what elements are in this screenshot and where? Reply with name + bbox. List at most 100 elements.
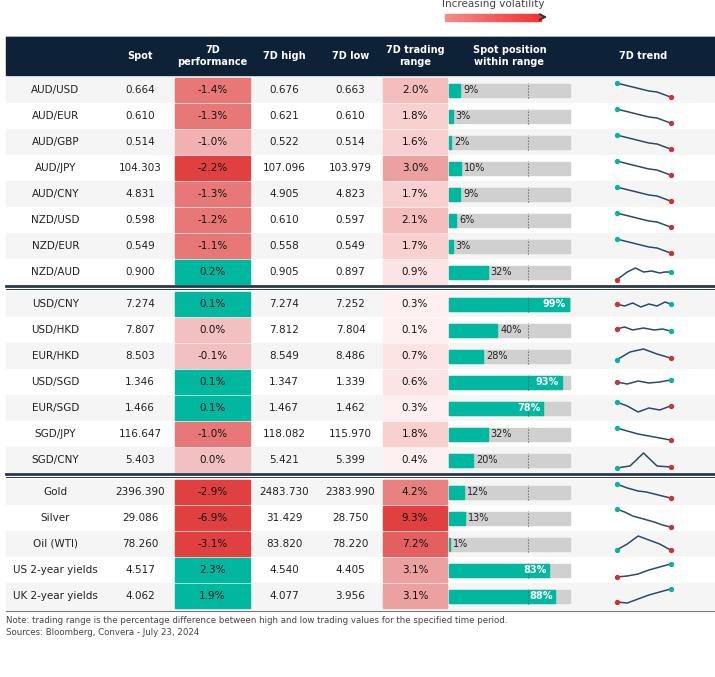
Bar	[538, 14, 541, 20]
Bar	[449, 401, 543, 414]
Text: 31.429: 31.429	[266, 513, 302, 523]
Text: 93%: 93%	[536, 377, 558, 387]
Text: Spot position
within range: Spot position within range	[473, 45, 546, 67]
Text: 20%: 20%	[476, 455, 498, 465]
Text: NZD/EUR: NZD/EUR	[31, 241, 79, 251]
Bar	[502, 14, 505, 20]
Bar	[483, 14, 486, 20]
Bar	[6, 479, 715, 505]
Bar	[455, 14, 458, 20]
Bar	[473, 14, 476, 20]
Text: AUD/USD: AUD/USD	[31, 85, 79, 95]
Text: 0.610: 0.610	[269, 215, 299, 225]
Text: 99%: 99%	[543, 299, 566, 309]
Text: SGD/CNY: SGD/CNY	[31, 455, 79, 465]
Text: -1.2%: -1.2%	[197, 215, 227, 225]
Text: -1.0%: -1.0%	[197, 429, 227, 439]
Text: 9.3%: 9.3%	[402, 513, 428, 523]
Text: 3%: 3%	[455, 241, 471, 251]
Text: AUD/EUR: AUD/EUR	[32, 111, 79, 121]
Text: -1.4%: -1.4%	[197, 85, 227, 95]
Text: 4.405: 4.405	[335, 565, 365, 575]
Bar	[383, 234, 447, 258]
Bar	[383, 422, 447, 446]
Text: 0.2%: 0.2%	[199, 267, 226, 277]
Text: 7.812: 7.812	[269, 325, 299, 335]
Bar	[449, 83, 460, 97]
Bar	[449, 213, 456, 227]
Bar	[449, 485, 463, 498]
Bar	[526, 14, 528, 20]
Bar	[448, 14, 450, 20]
Bar	[175, 532, 250, 556]
Text: 2.1%: 2.1%	[402, 215, 428, 225]
Bar	[469, 14, 472, 20]
Text: 7.807: 7.807	[125, 325, 155, 335]
Text: USD/HKD: USD/HKD	[31, 325, 79, 335]
Text: USD/SGD: USD/SGD	[31, 377, 79, 387]
Text: AUD/GBP: AUD/GBP	[31, 137, 79, 147]
Text: UK 2-year yields: UK 2-year yields	[13, 591, 98, 601]
Text: 0.514: 0.514	[125, 137, 155, 147]
Text: 83.820: 83.820	[266, 539, 302, 549]
Bar	[6, 181, 715, 207]
Bar	[449, 265, 570, 278]
Bar	[449, 213, 570, 227]
Bar	[383, 558, 447, 582]
Bar	[175, 130, 250, 154]
Text: 0.1%: 0.1%	[402, 325, 428, 335]
Bar	[6, 447, 715, 473]
Bar	[488, 14, 490, 20]
Bar	[449, 83, 570, 97]
Bar	[383, 344, 447, 368]
Bar	[449, 454, 473, 466]
Text: 29.086: 29.086	[122, 513, 158, 523]
Bar	[6, 531, 715, 557]
Text: 0.1%: 0.1%	[199, 403, 226, 413]
Bar	[449, 590, 570, 603]
Bar	[449, 240, 453, 253]
Bar	[497, 14, 500, 20]
Bar	[6, 77, 715, 103]
Bar	[449, 485, 570, 498]
Bar	[518, 14, 521, 20]
Text: 107.096: 107.096	[262, 163, 305, 173]
Bar	[471, 14, 474, 20]
Text: Sources: Bloomberg, Convera - July 23, 2024: Sources: Bloomberg, Convera - July 23, 2…	[6, 628, 199, 637]
Text: 4.517: 4.517	[125, 565, 155, 575]
Text: 7D low: 7D low	[332, 51, 369, 61]
Bar	[6, 103, 715, 129]
Text: 1.7%: 1.7%	[402, 189, 428, 199]
Bar	[533, 14, 536, 20]
Bar	[449, 188, 460, 200]
Text: 4.905: 4.905	[269, 189, 299, 199]
Bar	[449, 240, 570, 253]
Text: 2.0%: 2.0%	[402, 85, 428, 95]
Bar	[383, 506, 447, 530]
Text: 0.676: 0.676	[269, 85, 299, 95]
Bar	[449, 590, 556, 603]
Text: -1.1%: -1.1%	[197, 241, 227, 251]
Bar	[449, 376, 561, 389]
Bar	[449, 162, 570, 175]
Bar	[523, 14, 526, 20]
Bar	[175, 370, 250, 394]
Bar	[175, 480, 250, 504]
Text: 8.549: 8.549	[269, 351, 299, 361]
Text: 12%: 12%	[466, 487, 488, 497]
Bar	[449, 376, 570, 389]
Bar	[175, 156, 250, 180]
Bar	[452, 14, 455, 20]
Text: 0.514: 0.514	[335, 137, 365, 147]
Bar	[536, 14, 538, 20]
Bar	[457, 14, 460, 20]
Text: 0.1%: 0.1%	[199, 377, 226, 387]
Bar	[449, 110, 570, 123]
Bar	[383, 318, 447, 342]
Text: -0.1%: -0.1%	[197, 351, 227, 361]
Text: 7D trend: 7D trend	[619, 51, 668, 61]
Text: 0.1%: 0.1%	[199, 299, 226, 309]
Bar	[449, 349, 483, 362]
Bar	[175, 104, 250, 128]
Bar	[449, 324, 570, 336]
